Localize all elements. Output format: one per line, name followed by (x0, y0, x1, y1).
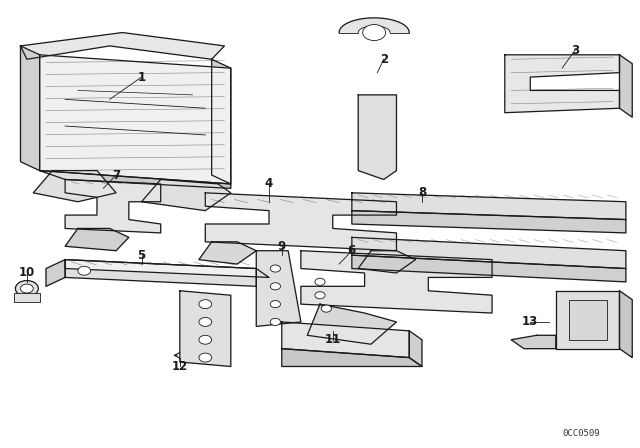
Polygon shape (505, 55, 620, 113)
Text: 10: 10 (19, 267, 35, 280)
Circle shape (270, 301, 280, 308)
Polygon shape (620, 291, 632, 358)
Polygon shape (358, 95, 396, 180)
Text: 12: 12 (172, 360, 188, 373)
Circle shape (315, 278, 325, 285)
Polygon shape (352, 255, 626, 282)
Polygon shape (20, 46, 40, 171)
Polygon shape (212, 59, 231, 184)
Polygon shape (65, 180, 161, 233)
Polygon shape (40, 171, 231, 188)
Polygon shape (352, 211, 626, 233)
Polygon shape (282, 322, 409, 358)
Polygon shape (358, 251, 415, 273)
Text: 8: 8 (418, 186, 426, 199)
Text: 3: 3 (571, 44, 579, 57)
Polygon shape (205, 193, 396, 251)
Text: 9: 9 (278, 240, 286, 253)
FancyBboxPatch shape (14, 293, 40, 302)
Polygon shape (46, 260, 65, 286)
Circle shape (15, 280, 38, 297)
Circle shape (270, 283, 280, 290)
Circle shape (270, 265, 280, 272)
Text: 11: 11 (324, 333, 341, 346)
Polygon shape (556, 291, 620, 349)
Polygon shape (620, 55, 632, 117)
Polygon shape (65, 260, 269, 277)
Polygon shape (33, 171, 116, 202)
Text: 1: 1 (138, 71, 146, 84)
Polygon shape (180, 291, 231, 366)
Text: 2: 2 (380, 53, 388, 66)
Polygon shape (339, 18, 409, 33)
Text: 0CC0509: 0CC0509 (563, 429, 600, 438)
Circle shape (315, 292, 325, 299)
Polygon shape (65, 260, 256, 286)
Polygon shape (256, 251, 301, 327)
Polygon shape (282, 349, 422, 366)
Text: 5: 5 (138, 249, 146, 262)
Polygon shape (20, 33, 225, 59)
Circle shape (199, 353, 212, 362)
Circle shape (199, 335, 212, 344)
Polygon shape (352, 193, 626, 220)
Text: 13: 13 (522, 315, 538, 328)
Polygon shape (199, 242, 256, 264)
Polygon shape (409, 331, 422, 366)
Polygon shape (141, 180, 231, 211)
Circle shape (363, 25, 386, 41)
Polygon shape (352, 237, 626, 268)
Polygon shape (301, 251, 492, 313)
Polygon shape (65, 228, 129, 251)
Circle shape (78, 266, 91, 275)
Polygon shape (40, 55, 231, 184)
Text: 4: 4 (265, 177, 273, 190)
Circle shape (199, 318, 212, 327)
Text: 7: 7 (112, 168, 120, 181)
Circle shape (199, 300, 212, 309)
Polygon shape (307, 304, 396, 344)
FancyBboxPatch shape (568, 300, 607, 340)
Circle shape (20, 284, 33, 293)
Polygon shape (511, 335, 556, 349)
Circle shape (270, 319, 280, 326)
Circle shape (321, 305, 332, 312)
Text: 6: 6 (348, 244, 356, 257)
